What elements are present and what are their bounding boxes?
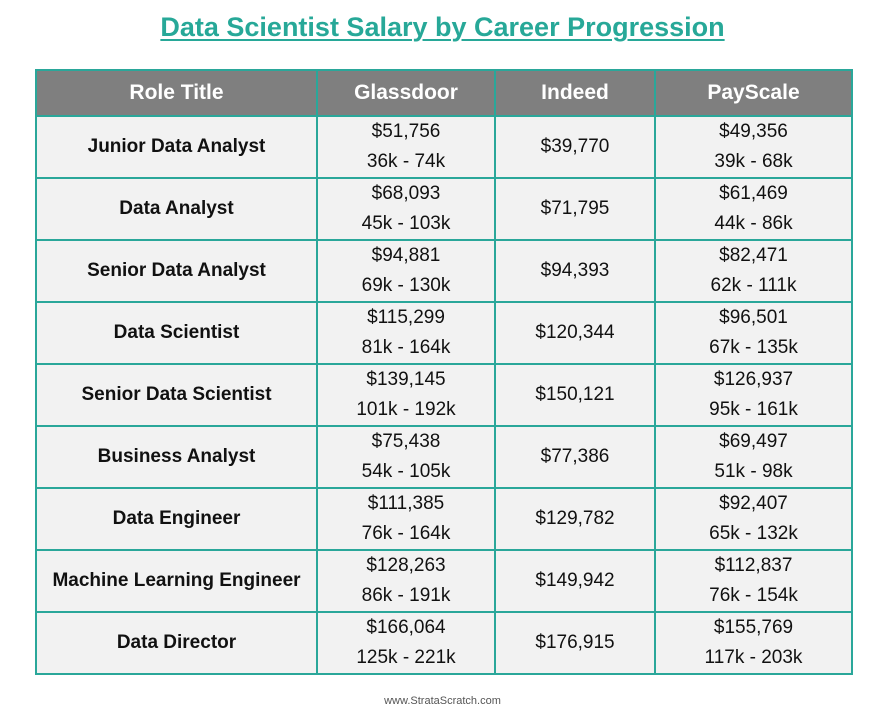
payscale-cell: $112,837 76k - 154k [654,549,853,613]
table-row: Senior Data Analyst $94,881 69k - 130k $94,… [35,239,853,303]
glassdoor-average-salary: $51,756 [371,121,441,142]
indeed-cell: $94,393 [494,239,656,303]
role-title-cell: Senior Data Analyst [35,239,318,303]
payscale-average-salary: $69,497 [719,431,788,452]
glassdoor-salary-range: 101k - 192k [356,399,456,420]
payscale-average-salary: $126,937 [713,369,794,390]
glassdoor-salary-range: 76k - 164k [361,523,451,544]
payscale-salary-range: 76k - 154k [709,585,798,606]
role-title-cell: Data Engineer [35,487,318,551]
role-title-cell: Data Director [35,611,318,675]
glassdoor-salary-range: 54k - 105k [361,461,451,482]
payscale-salary-range: 62k - 111k [710,275,797,296]
payscale-salary-range: 117k - 203k [704,647,803,668]
salary-table: Role Title Glassdoor Indeed PayScale Jun… [35,69,853,675]
role-title-cell: Data Analyst [35,177,318,241]
column-header-role-title: Role Title [35,69,318,117]
role-title-cell: Senior Data Scientist [35,363,318,427]
payscale-cell: $96,501 67k - 135k [654,301,853,365]
payscale-salary-range: 95k - 161k [709,399,798,420]
role-title-cell: Data Scientist [35,301,318,365]
indeed-cell: $39,770 [494,115,656,179]
payscale-cell: $126,937 95k - 161k [654,363,853,427]
glassdoor-average-salary: $68,093 [371,183,441,204]
glassdoor-salary-range: 125k - 221k [356,647,456,668]
table-row: Machine Learning Engineer $128,263 86k - 1… [35,549,853,613]
glassdoor-average-salary: $94,881 [371,245,441,266]
glassdoor-cell: $128,263 86k - 191k [316,549,496,613]
table-row: Business Analyst $75,438 54k - 105k $77,386… [35,425,853,489]
indeed-cell: $77,386 [494,425,656,489]
glassdoor-cell: $94,881 69k - 130k [316,239,496,303]
payscale-cell: $61,469 44k - 86k [654,177,853,241]
table-header-row: Role Title Glassdoor Indeed PayScale [35,69,853,117]
column-header-glassdoor: Glassdoor [316,69,496,117]
glassdoor-salary-range: 69k - 130k [361,275,451,296]
table-row: Data Engineer $111,385 76k - 164k $129,782 $… [35,487,853,551]
payscale-cell: $155,769 117k - 203k [654,611,853,675]
glassdoor-average-salary: $115,299 [367,307,445,328]
payscale-cell: $49,356 39k - 68k [654,115,853,179]
payscale-salary-range: 44k - 86k [714,213,793,234]
glassdoor-average-salary: $139,145 [366,369,446,390]
payscale-salary-range: 51k - 98k [714,461,793,482]
payscale-average-salary: $155,769 [713,617,794,638]
glassdoor-cell: $75,438 54k - 105k [316,425,496,489]
glassdoor-salary-range: 86k - 191k [361,585,451,606]
indeed-cell: $120,344 [494,301,656,365]
payscale-average-salary: $112,837 [714,555,793,576]
role-title-cell: Business Analyst [35,425,318,489]
glassdoor-average-salary: $75,438 [371,431,441,452]
payscale-cell: $92,407 65k - 132k [654,487,853,551]
glassdoor-cell: $139,145 101k - 192k [316,363,496,427]
glassdoor-salary-range: 81k - 164k [361,337,451,358]
column-header-indeed: Indeed [494,69,656,117]
column-header-payscale: PayScale [654,69,853,117]
table-row: Data Analyst $68,093 45k - 103k $71,795 $61,… [35,177,853,241]
indeed-cell: $129,782 [494,487,656,551]
payscale-cell: $82,471 62k - 111k [654,239,853,303]
glassdoor-cell: $51,756 36k - 74k [316,115,496,179]
payscale-salary-range: 65k - 132k [709,523,798,544]
payscale-average-salary: $61,469 [719,183,788,204]
payscale-average-salary: $92,407 [719,493,788,514]
payscale-cell: $69,497 51k - 98k [654,425,853,489]
indeed-cell: $150,121 [494,363,656,427]
footer-website: www.StrataScratch.com [384,695,501,707]
indeed-cell: $71,795 [494,177,656,241]
payscale-average-salary: $82,471 [719,245,788,266]
glassdoor-salary-range: 36k - 74k [366,151,446,172]
table-row: Junior Data Analyst $51,756 36k - 74k $39,7… [35,115,853,179]
payscale-salary-range: 39k - 68k [714,151,793,172]
glassdoor-cell: $111,385 76k - 164k [316,487,496,551]
indeed-cell: $149,942 [494,549,656,613]
glassdoor-average-salary: $128,263 [366,555,446,576]
indeed-cell: $176,915 [494,611,656,675]
payscale-salary-range: 67k - 135k [709,337,798,358]
payscale-average-salary: $49,356 [719,121,788,142]
glassdoor-cell: $115,299 81k - 164k [316,301,496,365]
role-title-cell: Machine Learning Engineer [35,549,318,613]
table-row: Data Scientist $115,299 81k - 164k $120,344… [35,301,853,365]
glassdoor-cell: $68,093 45k - 103k [316,177,496,241]
table-row: Senior Data Scientist $139,145 101k - 192k… [35,363,853,427]
table-row: Data Director $166,064 125k - 221k $176,915… [35,611,853,675]
page-title: Data Scientist Salary by Career Progress… [160,12,725,42]
role-title-cell: Junior Data Analyst [35,115,318,179]
glassdoor-salary-range: 45k - 103k [361,213,451,234]
payscale-average-salary: $96,501 [719,307,788,328]
glassdoor-average-salary: $166,064 [366,617,446,638]
glassdoor-average-salary: $111,385 [367,493,445,514]
glassdoor-cell: $166,064 125k - 221k [316,611,496,675]
